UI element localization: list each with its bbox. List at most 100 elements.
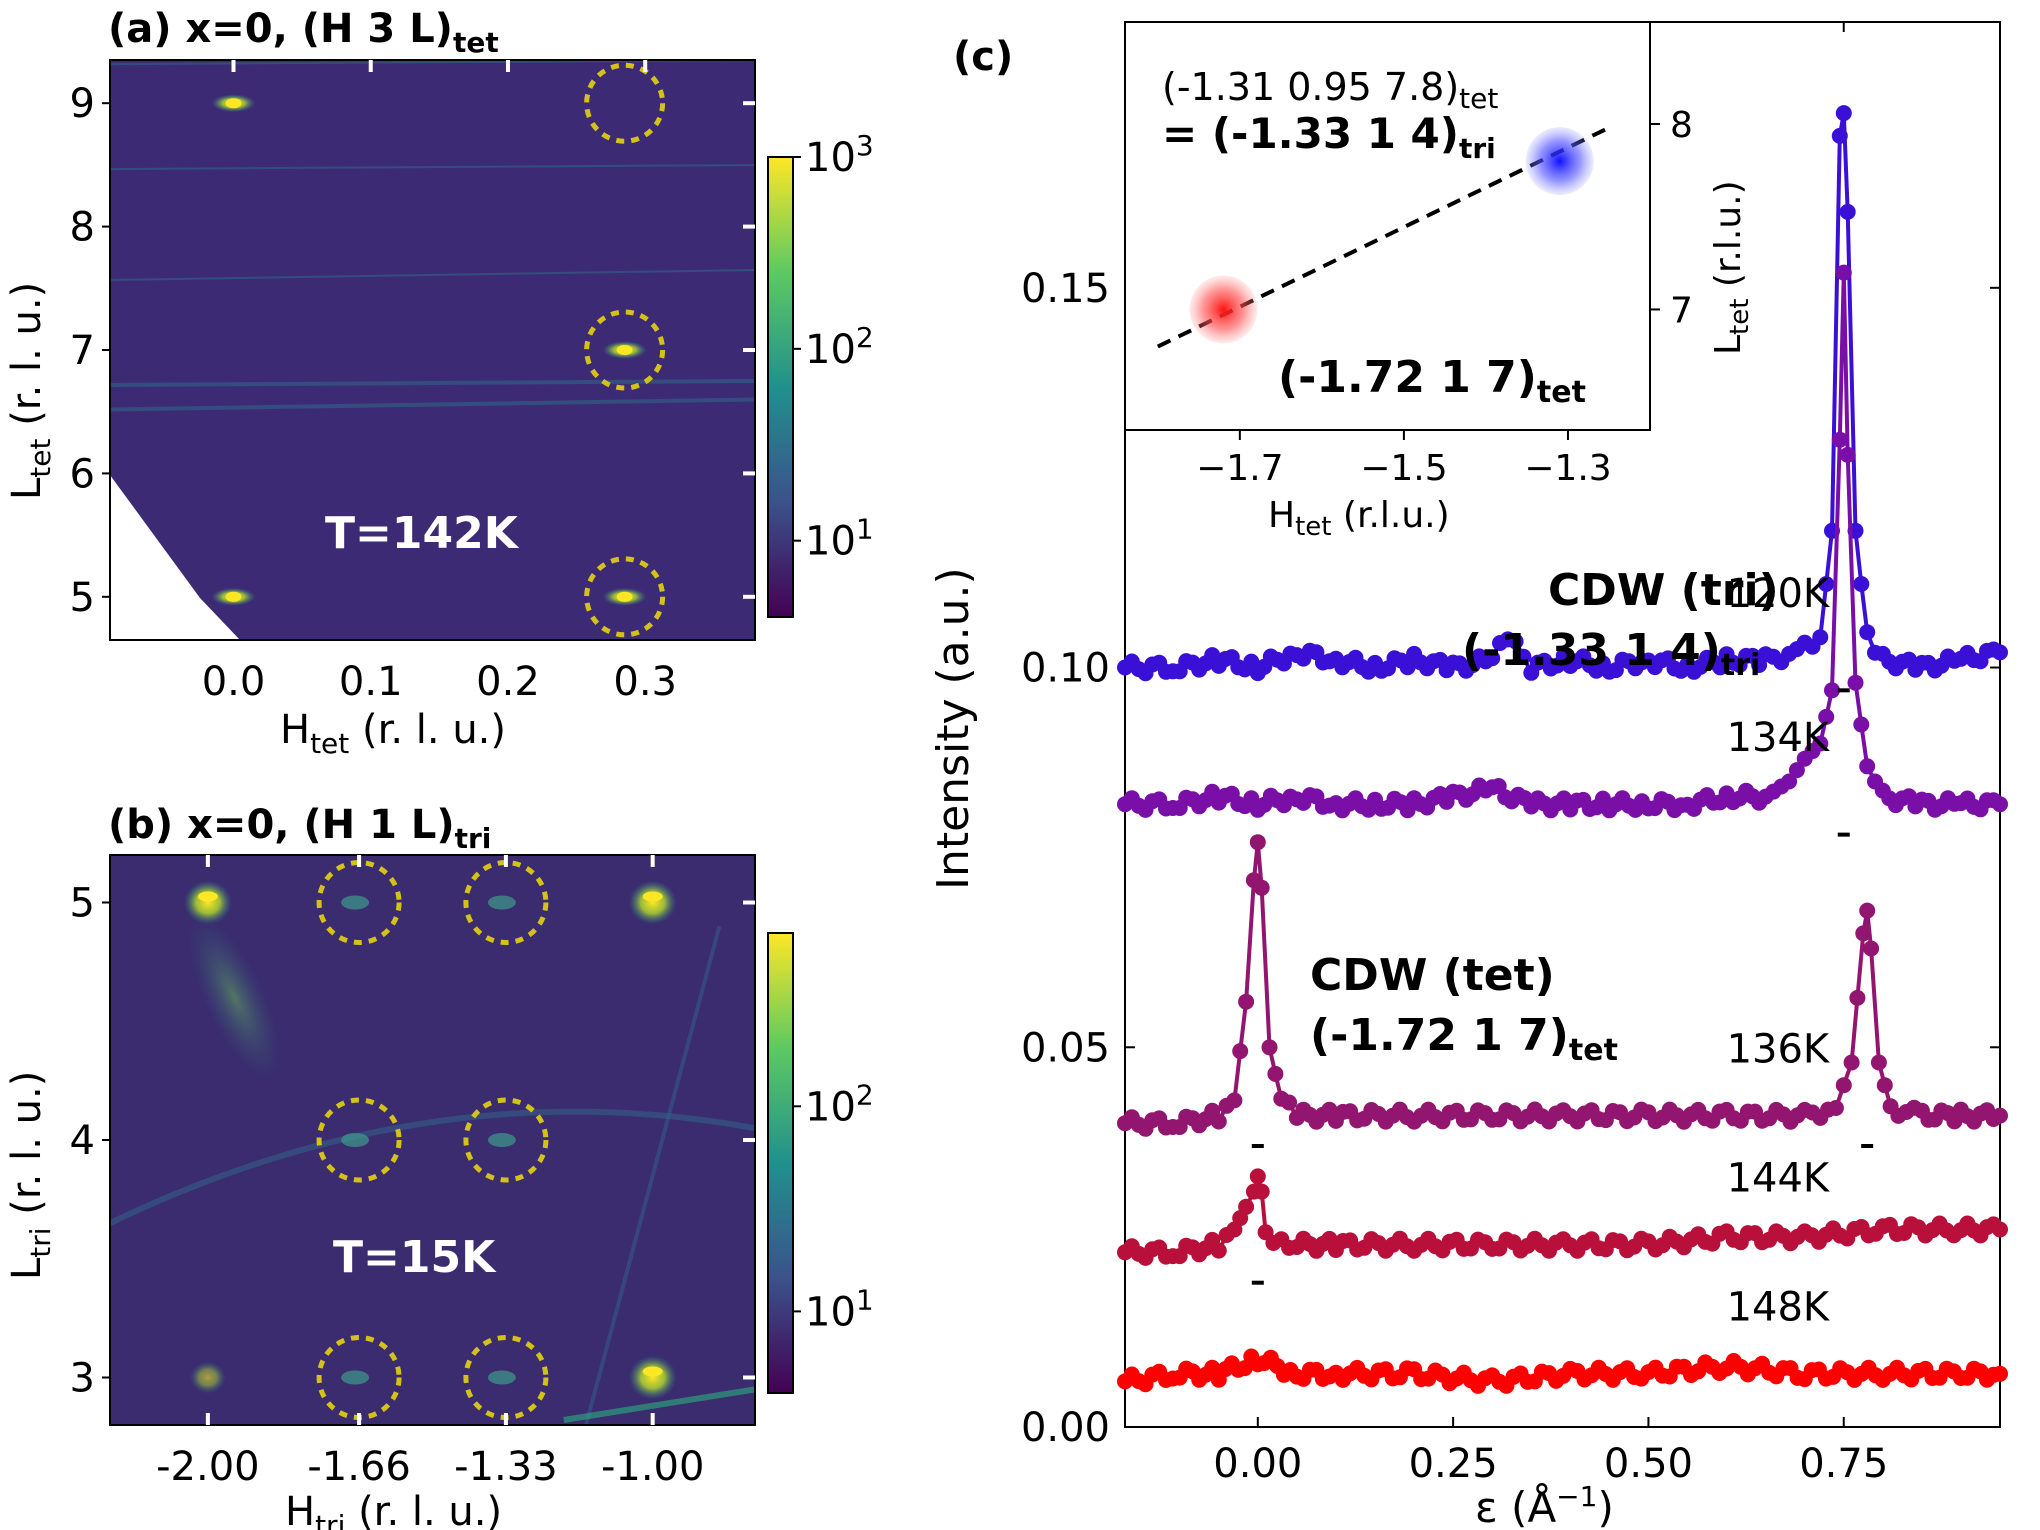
y-tick-label: 0.05: [1021, 1025, 1110, 1071]
data-point: [1594, 790, 1611, 807]
data-point: [1818, 708, 1835, 725]
dotted-circle: [316, 1097, 402, 1183]
panel-c-label: (c): [953, 34, 1013, 80]
y-tick-label: 0.15: [1021, 266, 1110, 312]
dotted-circle: [463, 1097, 549, 1183]
y-tick-label: 0.10: [1021, 646, 1110, 692]
weak-peak: [341, 895, 370, 910]
panel-a-title: (a) x=0, (H 3 L)tet: [108, 6, 499, 59]
streak: [109, 397, 756, 412]
inset-line2: = (-1.33 1 4)tri: [1162, 109, 1496, 165]
peak-spot: [189, 1361, 226, 1394]
data-point: [1870, 1054, 1887, 1071]
inset-line1: (-1.31 0.95 7.8)tet: [1162, 65, 1498, 115]
x-tick-label: 0.75: [1799, 1441, 1888, 1487]
data-point: [1992, 1107, 2008, 1124]
data-point: [1859, 758, 1876, 775]
cbar-tick-label: 103: [805, 129, 874, 181]
panel-c-ylabel: Intensity (a.u.): [928, 567, 979, 890]
data-point: [1824, 682, 1840, 699]
cbar-tick-label: 102: [805, 321, 874, 373]
y-tick-label: 4: [70, 1118, 95, 1164]
weak-peak: [487, 895, 516, 910]
diffuse-arc: [584, 925, 722, 1426]
data-point: [1204, 1359, 1221, 1376]
peak-core: [616, 345, 633, 355]
y-tick-label: 5: [70, 881, 95, 927]
data-point: [1484, 650, 1501, 667]
panel-b-peaks: [183, 880, 677, 1400]
data-point: [1226, 1092, 1243, 1109]
inset-y-tick-label: 7: [1670, 290, 1693, 331]
data-point: [1236, 1360, 1253, 1377]
weak-peak: [341, 1370, 370, 1385]
peak-spot: [628, 1355, 677, 1400]
y-tick-label: 5: [70, 575, 95, 621]
data-point: [1839, 446, 1856, 463]
weak-peak: [341, 1133, 370, 1147]
data-point: [1992, 1221, 2008, 1238]
panel-c: (c) 0.00 0.25 0.50 0.75 0.00 0.05 0.10 0.15 120…: [928, 21, 2008, 1530]
data-point: [1827, 1100, 1844, 1116]
x-tick-label: 0.00: [1213, 1441, 1302, 1487]
data-point: [1812, 735, 1829, 752]
data-point: [1507, 633, 1524, 650]
x-tick-label: 0.50: [1604, 1441, 1693, 1487]
data-point: [1399, 659, 1416, 676]
cdw-tri-label: CDW (tri): [1548, 565, 1779, 616]
inset-content: −1.7 −1.5 −1.3 7 8: [1156, 105, 1693, 489]
data-point: [1261, 1039, 1278, 1056]
data-point: [1946, 1113, 1963, 1130]
data-point: [1399, 802, 1416, 819]
streak-glow: [187, 914, 282, 1081]
streak: [109, 268, 756, 281]
dotted-circle: [584, 309, 666, 391]
peak-core: [642, 1366, 663, 1377]
data-point: [1210, 1113, 1227, 1130]
data-point: [1863, 940, 1880, 957]
data-point: [1839, 203, 1856, 220]
data-point: [1992, 796, 2008, 813]
y-tick-label: 7: [70, 328, 95, 374]
peak-core: [642, 891, 663, 902]
dotted-circle: [584, 556, 666, 638]
data-point: [1812, 629, 1829, 646]
panel-a-peaks: [211, 94, 647, 606]
panel-b-colorbar: [767, 932, 794, 1394]
cbar-tick-label: 102: [805, 1078, 874, 1130]
data-point: [1281, 1094, 1298, 1111]
diffuse-arc: [108, 1108, 756, 1226]
panel-b-texture: [108, 914, 756, 1426]
cdw-tet-label: CDW (tet): [1310, 950, 1555, 1001]
panel-a-colorbar-ticks: 101 102 103: [793, 129, 874, 565]
peak-core: [616, 591, 633, 602]
data-point: [1831, 127, 1848, 144]
x-tick-label: 0.0: [202, 659, 266, 705]
data-point: [1843, 1054, 1860, 1071]
inset-x-tick-label: −1.3: [1524, 448, 1611, 489]
panel-c-series-labels: 120K 134K 136K 144K 148K: [1727, 571, 1831, 1331]
panel-a-colorbar: [767, 156, 794, 618]
peak-core: [225, 591, 242, 602]
cbar-tick-label: 101: [805, 1283, 874, 1335]
panel-b-colorbar-ticks: 101 102: [793, 1078, 874, 1335]
y-tick-label: 0.00: [1021, 1405, 1110, 1451]
y-tick-label: 9: [70, 81, 95, 127]
y-tick-label: 6: [70, 451, 95, 497]
panel-b-ylabel: Ltri (r. l. u.): [4, 1071, 57, 1280]
data-point: [1249, 834, 1266, 851]
data-point: [1238, 993, 1255, 1010]
inset-ylabel: Ltet (r.l.u.): [1708, 180, 1755, 355]
panel-a-heatmap: [110, 60, 755, 640]
weak-peak: [487, 1133, 516, 1147]
x-tick-label: -2.00: [156, 1444, 260, 1490]
data-point: [1781, 773, 1798, 790]
series-label-136K: 136K: [1727, 1026, 1831, 1072]
panel-a-blank-region: [110, 475, 240, 640]
panel-b-ticks: -2.00 -1.66 -1.33 -1.00 3 4 5: [70, 855, 755, 1490]
inset-point: [1525, 127, 1594, 196]
weak-peak: [487, 1370, 516, 1385]
series-label-144K: 144K: [1727, 1156, 1831, 1202]
data-point: [1253, 879, 1270, 896]
data-point: [1831, 431, 1848, 448]
